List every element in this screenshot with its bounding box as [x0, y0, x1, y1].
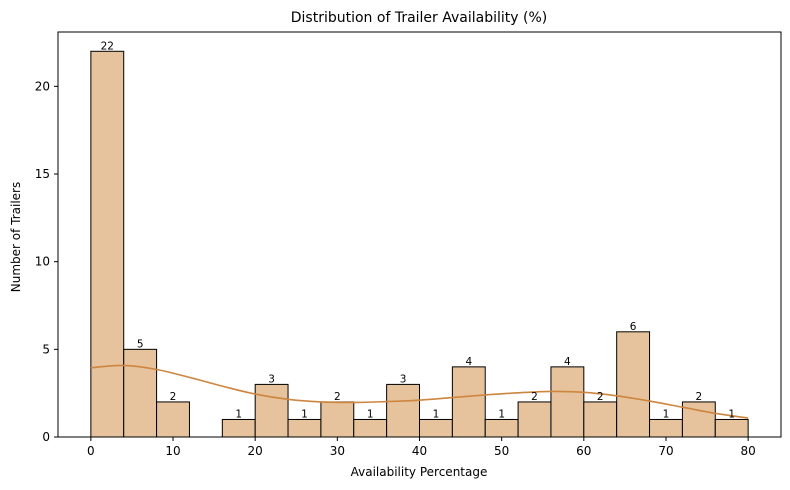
histogram-bar-2 [156, 401, 190, 438]
kde-line [90, 364, 749, 419]
histogram-bar-12 [484, 418, 519, 438]
y-tick-label-15: 15 [35, 167, 50, 181]
x-tick-label-30: 30 [330, 444, 345, 458]
x-tick-label-40: 40 [412, 444, 427, 458]
x-tick-label-60: 60 [576, 444, 591, 458]
histogram-bar-14 [550, 366, 585, 438]
bar-value-label-1: 5 [137, 338, 144, 350]
histogram-bar-13 [517, 401, 552, 438]
bars-group [90, 50, 749, 438]
bar-value-label-17: 1 [663, 408, 670, 420]
histogram-bar-9 [386, 383, 420, 438]
y-axis: 0 5 10 15 20 [35, 79, 58, 444]
y-axis-label: Number of Trailers [9, 182, 23, 293]
bar-value-label-12: 1 [498, 408, 505, 420]
kde-group [90, 364, 749, 419]
bar-labels-group: 22 5 2 1 3 1 2 1 3 1 4 1 2 4 2 6 1 2 1 [101, 40, 735, 420]
y-tick-label-0: 0 [42, 430, 50, 444]
y-tick-label-10: 10 [35, 255, 50, 269]
x-tick-label-80: 80 [740, 444, 755, 458]
histogram-bar-6 [287, 418, 322, 438]
bar-value-label-2: 2 [170, 391, 177, 403]
histogram-bar-17 [649, 418, 683, 438]
bar-value-label-18: 2 [695, 391, 702, 403]
x-axis-label: Availability Percentage [351, 465, 488, 479]
x-tick-label-0: 0 [87, 444, 95, 458]
histogram-bar-8 [353, 418, 388, 438]
bar-value-label-4: 1 [235, 408, 242, 420]
bar-value-label-13: 2 [531, 391, 538, 403]
histogram-bar-5 [254, 383, 289, 438]
bar-value-label-9: 3 [400, 373, 407, 385]
histogram-bar-0 [90, 50, 125, 438]
histogram-bar-16 [616, 331, 651, 438]
x-tick-label-70: 70 [658, 444, 673, 458]
plot-frame [57, 31, 782, 438]
bar-value-label-14: 4 [564, 356, 571, 368]
histogram-bar-1 [123, 348, 158, 438]
bar-value-label-11: 4 [465, 356, 472, 368]
bar-value-label-0: 22 [101, 40, 114, 52]
x-tick-label-10: 10 [165, 444, 180, 458]
histogram-bar-15 [583, 401, 618, 438]
bar-value-label-5: 3 [268, 373, 275, 385]
histogram-bar-19 [714, 418, 749, 438]
histogram-bar-4 [221, 418, 256, 438]
histogram-bar-10 [419, 418, 453, 438]
bar-value-label-15: 2 [597, 391, 604, 403]
bar-value-label-6: 1 [301, 408, 308, 420]
x-axis: 0 10 20 30 40 50 60 70 80 [87, 437, 756, 458]
x-tick-label-20: 20 [248, 444, 263, 458]
y-tick-label-20: 20 [35, 79, 50, 93]
histogram-bar-11 [451, 366, 486, 438]
y-tick-label-5: 5 [42, 342, 50, 356]
x-tick-label-50: 50 [494, 444, 509, 458]
bar-value-label-7: 2 [334, 391, 341, 403]
bar-value-label-16: 6 [630, 321, 637, 333]
histogram-bar-18 [681, 401, 716, 438]
bar-value-label-10: 1 [433, 408, 440, 420]
histogram-bar-7 [320, 401, 355, 438]
bar-value-label-8: 1 [367, 408, 374, 420]
chart-title: Distribution of Trailer Availability (%) [291, 10, 547, 26]
bar-value-label-19: 1 [728, 408, 735, 420]
